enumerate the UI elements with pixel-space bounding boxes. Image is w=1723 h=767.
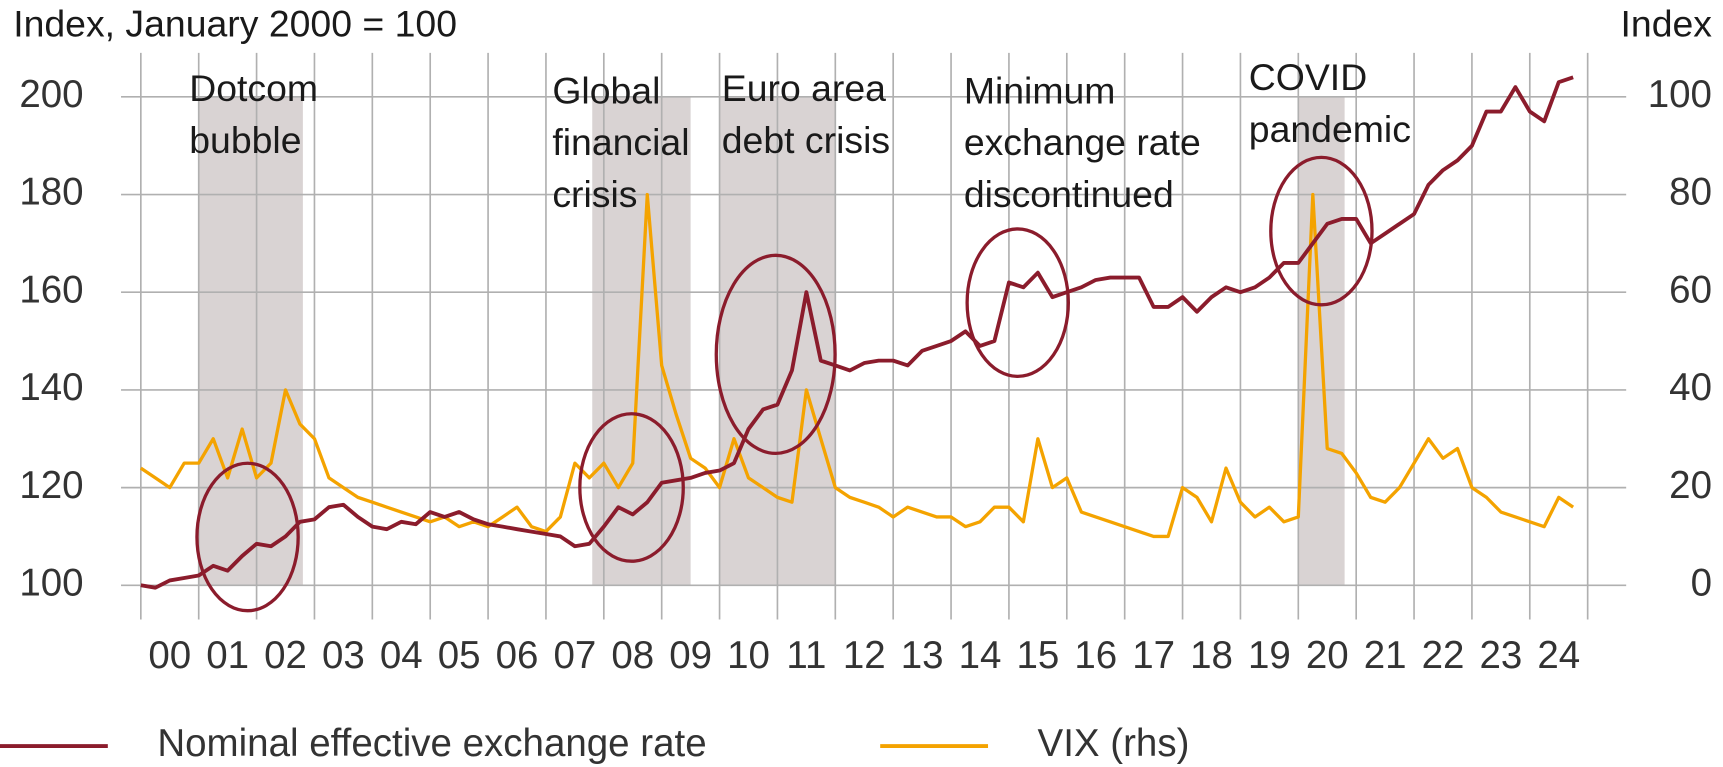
legend-label: Nominal effective exchange rate <box>157 722 706 765</box>
annotation: pandemic <box>1249 108 1411 150</box>
y2-axis-label: Index <box>1621 2 1713 44</box>
x-tick-label: 03 <box>322 634 365 677</box>
x-tick-label: 22 <box>1422 634 1465 677</box>
y-tick-label: 120 <box>19 464 83 507</box>
x-tick-label: 13 <box>901 634 944 677</box>
highlight-circle <box>714 253 837 456</box>
annotation: financial <box>552 121 689 163</box>
x-tick-label: 00 <box>148 634 191 677</box>
x-tick-label: 15 <box>1016 634 1059 677</box>
x-tick-label: 11 <box>786 634 826 677</box>
data-line <box>139 192 1575 539</box>
x-tick-label: 23 <box>1479 634 1522 677</box>
x-tick-label: 08 <box>611 634 654 677</box>
annotation: exchange rate <box>964 121 1201 163</box>
highlight-circle <box>965 227 1070 378</box>
y2-tick-label: 60 <box>1669 268 1712 311</box>
x-tick-label: 12 <box>843 634 886 677</box>
x-tick-label: 16 <box>1074 634 1117 677</box>
y2-tick-label: 0 <box>1691 561 1712 604</box>
annotation: Global <box>552 69 660 111</box>
x-tick-label: 01 <box>206 634 249 677</box>
x-tick-label: 19 <box>1248 634 1291 677</box>
x-tick-label: 21 <box>1364 634 1407 677</box>
shaded-period <box>592 96 691 586</box>
y2-tick-label: 100 <box>1648 73 1712 116</box>
y-tick-label: 100 <box>19 561 83 604</box>
y2-tick-label: 40 <box>1669 366 1712 409</box>
shaded-period <box>198 96 303 586</box>
y-axis-label: Index, January 2000 = 100 <box>13 2 457 44</box>
highlight-circle <box>578 412 685 563</box>
annotation: Dotcom <box>189 67 318 109</box>
x-tick-label: 17 <box>1132 634 1175 677</box>
x-tick-label: 07 <box>553 634 596 677</box>
annotation: debt crisis <box>722 119 890 161</box>
x-tick-label: 10 <box>727 634 770 677</box>
y2-tick-label: 20 <box>1669 464 1712 507</box>
x-tick-label: 20 <box>1306 634 1349 677</box>
highlight-circle <box>1269 155 1374 307</box>
x-tick-label: 06 <box>496 634 539 677</box>
x-tick-label: 04 <box>380 634 423 677</box>
y-tick-label: 140 <box>19 366 83 409</box>
annotation: Euro area <box>722 67 886 109</box>
y-tick-label: 160 <box>19 268 83 311</box>
y-tick-label: 180 <box>19 171 83 214</box>
y2-tick-label: 80 <box>1669 171 1712 214</box>
data-line <box>140 75 1574 590</box>
annotation: COVID <box>1249 56 1367 98</box>
legend-label: VIX (rhs) <box>1038 722 1190 765</box>
x-tick-label: 18 <box>1190 634 1233 677</box>
annotation: Minimum <box>964 69 1116 111</box>
y-tick-label: 200 <box>19 73 83 116</box>
annotation: crisis <box>552 173 637 215</box>
x-tick-label: 14 <box>959 634 1002 677</box>
highlight-circles <box>195 155 1374 613</box>
x-tick-label: 09 <box>669 634 712 677</box>
highlight-circle <box>195 461 300 613</box>
x-tick-label: 24 <box>1537 634 1580 677</box>
annotation: bubble <box>189 119 301 161</box>
x-tick-label: 05 <box>438 634 481 677</box>
annotation: discontinued <box>964 173 1174 215</box>
x-tick-label: 02 <box>264 634 307 677</box>
